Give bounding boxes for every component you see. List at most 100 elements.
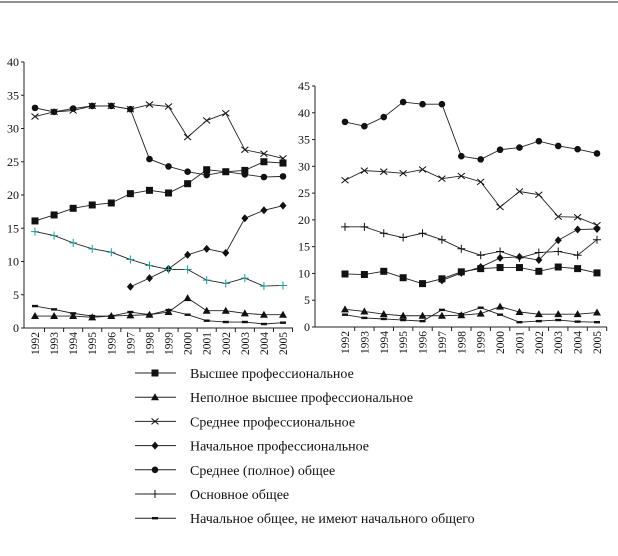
y-tick-label: 25 [298,186,310,200]
data-point [437,311,446,319]
data-point [260,206,268,215]
data-point [108,102,115,110]
x-tick-label: 1998 [144,332,156,355]
x-tick-label: 1997 [125,332,137,355]
data-point [69,105,77,112]
data-point [554,263,562,271]
data-point [593,224,601,233]
data-point [419,100,426,108]
data-point [554,213,563,221]
data-point [202,276,211,285]
data-point [574,320,581,323]
data-point [573,251,582,260]
data-point [241,171,249,178]
data-point [418,229,427,238]
data-point [380,113,388,121]
data-point [146,155,153,163]
data-point [280,321,286,324]
data-point [145,186,153,194]
data-point [240,309,249,317]
data-point [203,171,210,179]
y-tick-label: 20 [298,213,310,227]
legend-label: Основное общее [190,488,289,503]
series-line [35,297,283,318]
data-point [476,178,485,186]
data-point [203,166,211,174]
data-point [165,163,172,170]
series-x [341,166,601,229]
x-tick-label: 2005 [278,332,290,355]
data-point [418,166,427,173]
y-tick-label: 0 [13,321,19,335]
x-tick-label: 2000 [495,331,507,354]
data-point [497,313,504,316]
data-point [496,264,504,272]
data-point [573,213,582,221]
x-tick-label: 2004 [573,331,585,354]
data-point [496,146,504,154]
data-point [203,244,211,253]
y-tick-label: 25 [7,155,19,169]
data-point [32,304,38,308]
data-point [222,168,230,176]
data-point [146,313,153,316]
data-point [477,156,484,163]
data-point [535,267,543,275]
data-point [534,248,543,257]
data-point [438,175,446,183]
data-point [202,306,211,314]
data-point [535,319,542,323]
x-tick-label: 2003 [240,332,252,355]
x-tick-label: 2001 [202,332,214,355]
legend-item: Высшее профессиональное [135,367,354,382]
data-point [164,103,173,110]
data-point [164,265,173,274]
x-tick-label: 2005 [592,331,604,354]
x-tick-label: 1999 [164,332,176,355]
legend-diamond-icon [151,441,159,450]
x-tick-label: 2002 [221,332,233,355]
data-point [380,317,387,321]
x-tick-label: 1992 [340,331,352,354]
data-point [70,312,77,315]
data-point [438,100,446,108]
data-point [165,189,173,197]
data-point [241,146,249,154]
data-point [496,302,505,310]
series-dash [32,304,286,326]
y-tick-label: 15 [298,240,310,254]
x-tick-label: 2001 [514,331,526,354]
data-point [535,191,543,199]
legend-label: Высшее профессиональное [190,367,354,382]
data-point [496,203,504,211]
data-point [184,313,191,316]
y-tick-label: 35 [7,88,19,102]
data-point [260,150,268,158]
series-square [341,263,601,288]
data-point [360,271,368,279]
data-point [516,320,523,324]
legend-dash-icon [152,517,158,520]
x-tick-label: 1996 [418,331,430,354]
data-point [107,248,116,257]
data-point [69,312,78,320]
data-point [88,201,96,209]
data-point [496,247,505,256]
data-point [69,238,78,247]
series-square [31,158,287,225]
data-point [438,276,446,285]
legend-item: Неполное высшее профессиональное [135,391,413,406]
data-point [379,310,388,318]
y-tick-label: 10 [298,266,310,280]
data-point [183,133,192,141]
data-point [260,173,268,181]
x-tick-label: 1993 [49,332,61,355]
data-point [127,310,134,314]
x-tick-label: 1998 [456,331,468,354]
data-point [360,307,369,315]
data-point [534,310,543,318]
series-line [34,231,284,287]
data-point [69,204,77,212]
data-point [31,227,39,236]
